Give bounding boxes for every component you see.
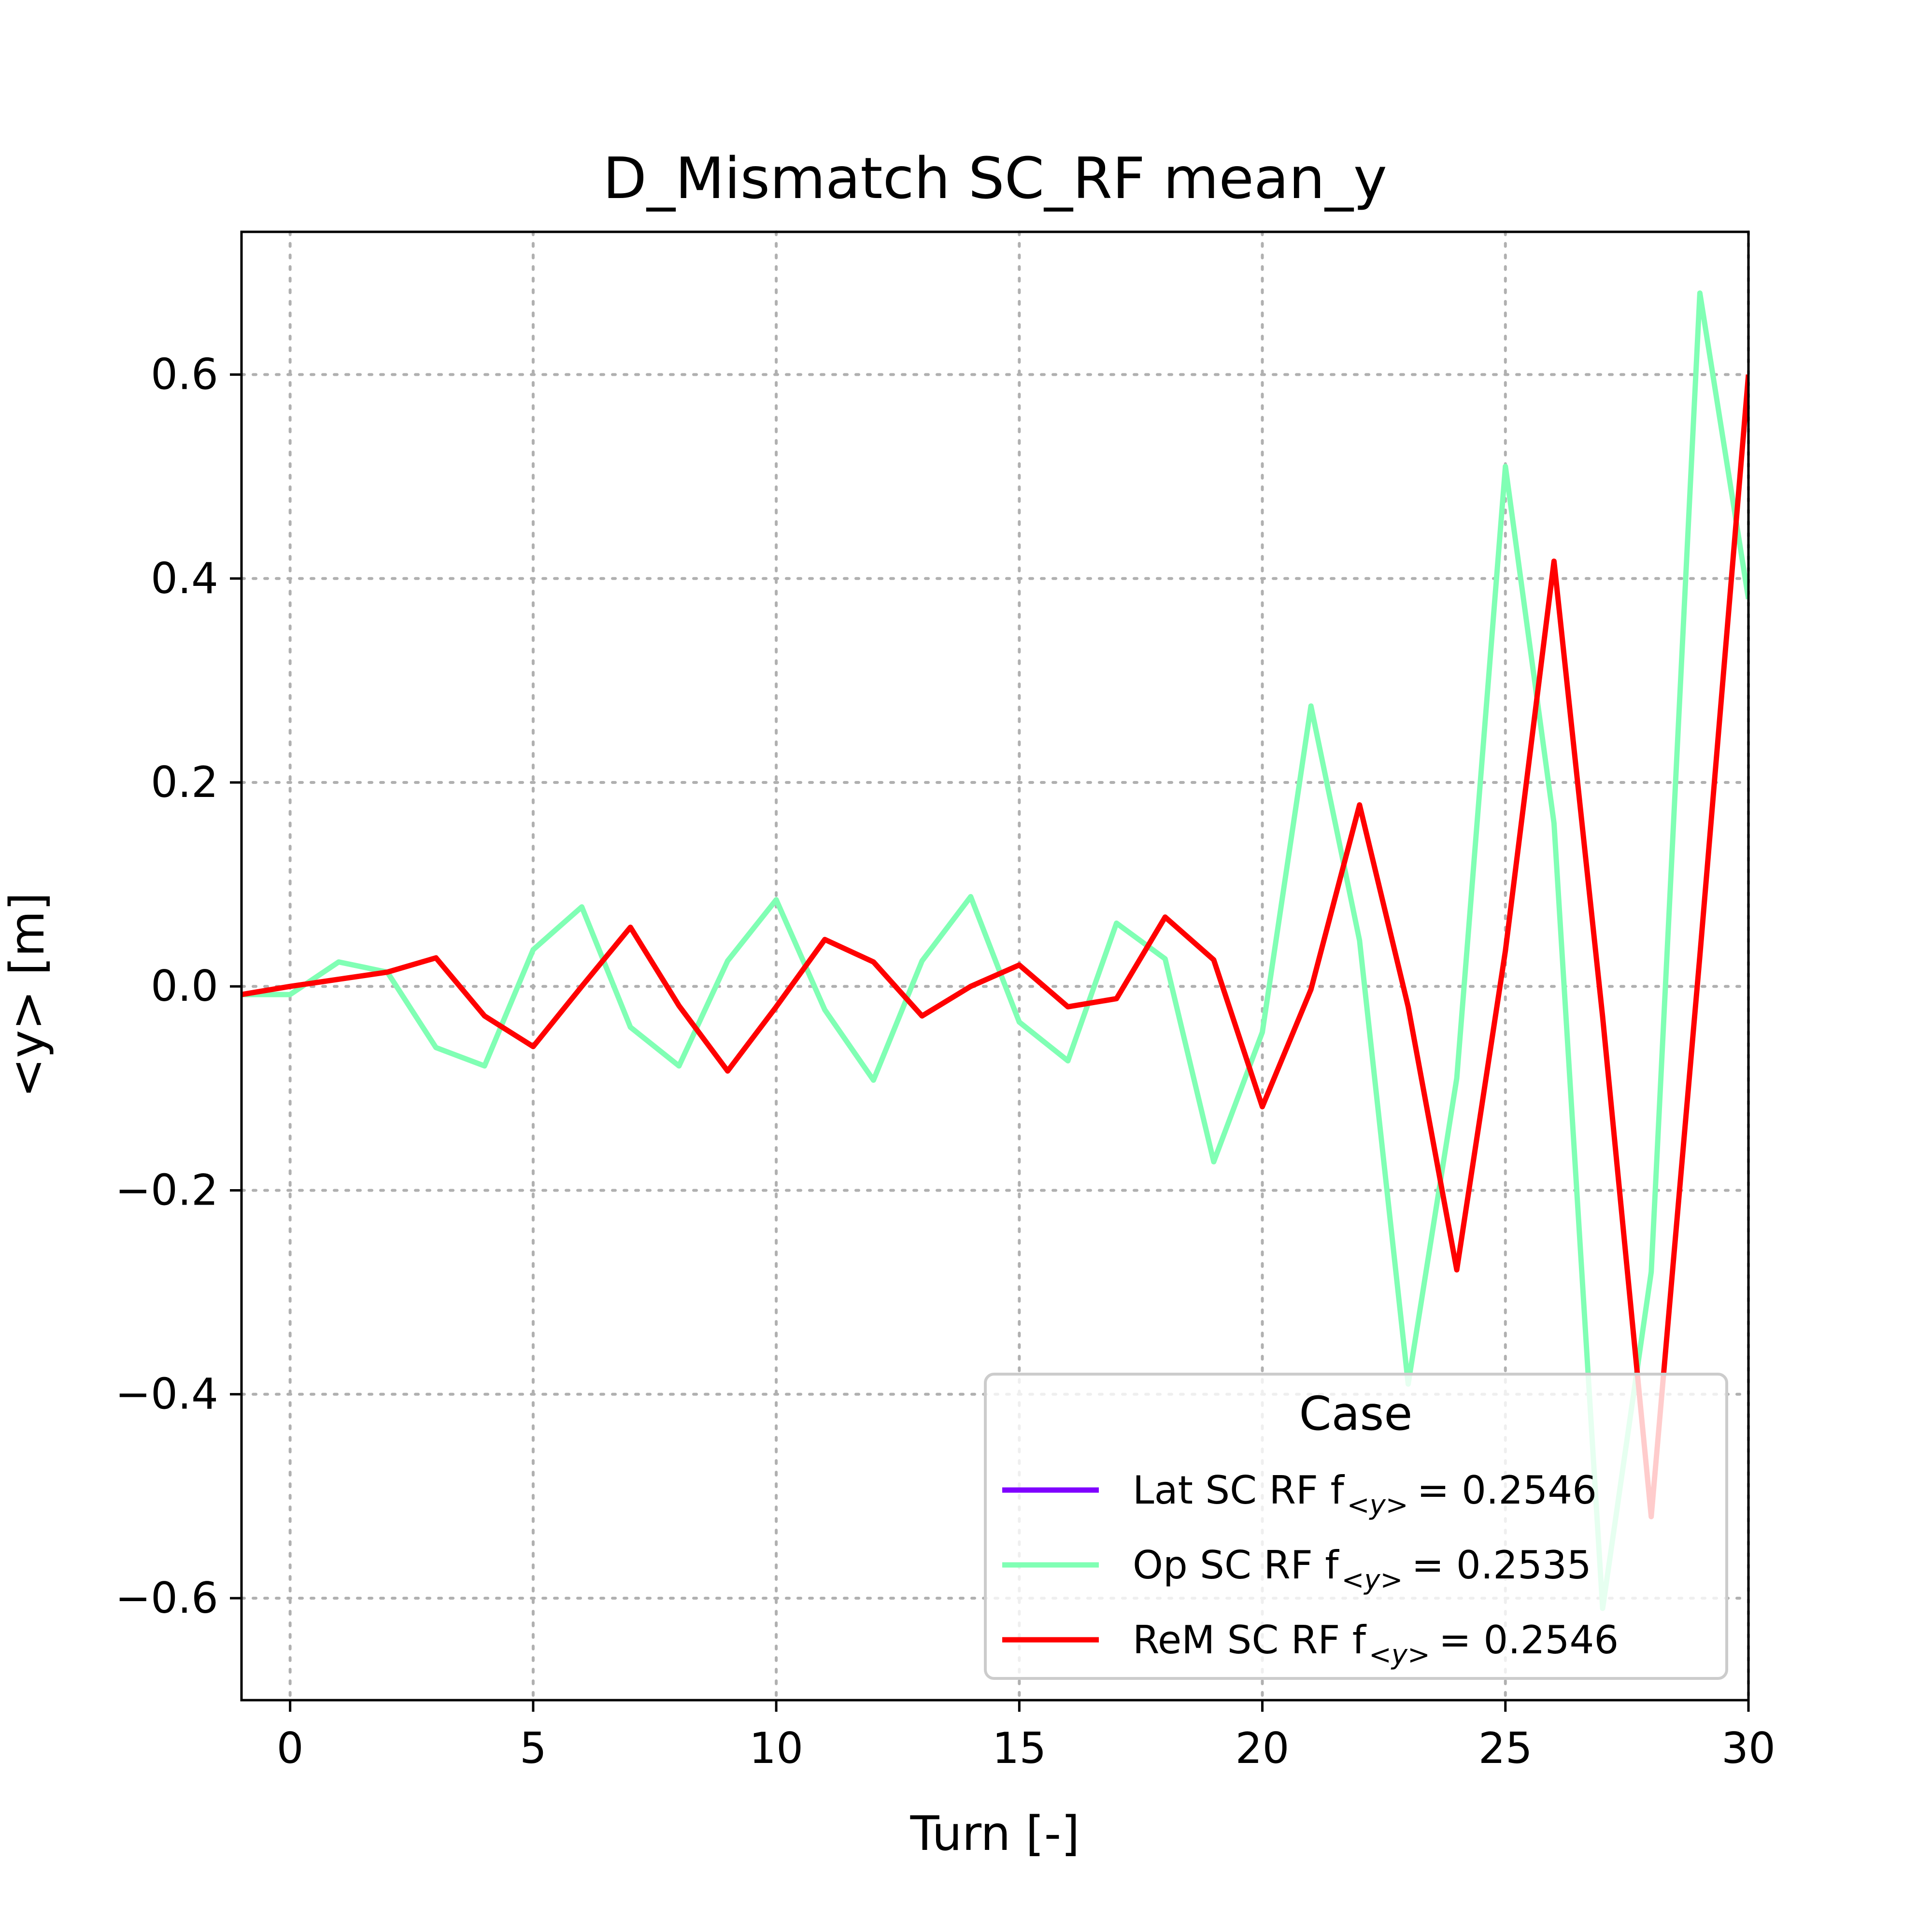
x-tick-label: 0 xyxy=(277,1723,304,1773)
legend-title: Case xyxy=(1299,1387,1413,1441)
x-tick-label: 15 xyxy=(992,1723,1046,1773)
series-line-1 xyxy=(242,290,1748,1611)
y-tick-label: −0.4 xyxy=(115,1369,218,1419)
x-tick-label: 25 xyxy=(1478,1723,1533,1773)
ticks: 0 5 10 15 20 25 30 −0.6 −0.4 −0.2 0.0 0.2 0.4 0.6 xyxy=(115,350,1776,1773)
x-axis-label: Turn [-] xyxy=(910,1806,1080,1861)
plot-frame xyxy=(240,230,1750,1702)
y-tick-label: −0.6 xyxy=(115,1573,218,1623)
series-line-2 xyxy=(242,374,1748,1520)
y-tick-label: 0.4 xyxy=(151,554,218,603)
legend-entry: Lat SC RF f <y> = 0.2546 xyxy=(1002,1468,1597,1521)
x-tick-label: 5 xyxy=(520,1723,547,1773)
legend-label: Lat SC RF f <y> = 0.2546 xyxy=(1133,1468,1597,1521)
y-axis-label: <y> [m] xyxy=(0,892,55,1097)
legend-label: ReM SC RF f <y> = 0.2546 xyxy=(1133,1618,1619,1671)
y-tick-label: 0.0 xyxy=(151,961,218,1011)
x-tick-label: 10 xyxy=(749,1723,803,1773)
x-tick-label: 30 xyxy=(1721,1723,1776,1773)
legend-entry: Op SC RF f <y> = 0.2535 xyxy=(1002,1543,1591,1596)
y-tick-label: −0.2 xyxy=(115,1165,218,1215)
legend: Case Lat SC RF f <y> = 0.2546 Op SC RF f <y>… xyxy=(984,1373,1728,1680)
legend-entry: ReM SC RF f <y> = 0.2546 xyxy=(1002,1618,1619,1671)
chart-title: D_Mismatch SC_RF mean_y xyxy=(603,145,1387,212)
y-tick-label: 0.2 xyxy=(151,757,218,807)
legend-box xyxy=(984,1373,1728,1680)
y-tick-label: 0.6 xyxy=(151,350,218,399)
series-layer xyxy=(242,290,1748,1611)
legend-label: Op SC RF f <y> = 0.2535 xyxy=(1133,1543,1591,1596)
x-tick-label: 20 xyxy=(1236,1723,1290,1773)
